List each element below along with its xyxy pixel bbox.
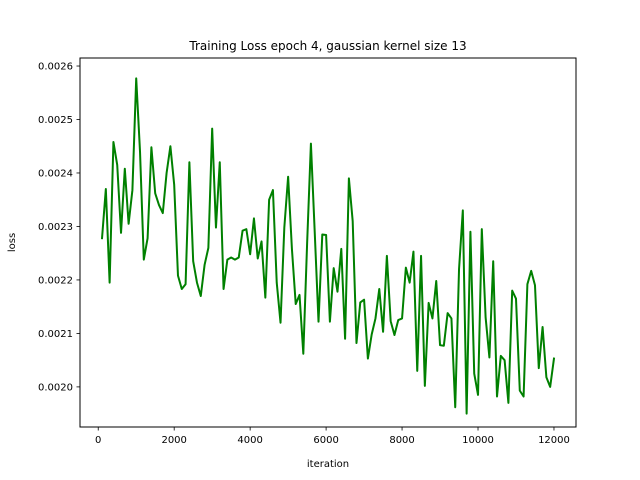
y-axis-label: loss (7, 233, 18, 252)
x-tick-label: 6000 (313, 435, 338, 446)
chart-title: Training Loss epoch 4, gaussian kernel s… (188, 39, 466, 53)
y-tick-label: 0.0022 (38, 275, 73, 286)
y-tick-label: 0.0026 (38, 62, 73, 73)
x-tick-label: 12000 (538, 435, 570, 446)
plot-area (79, 57, 577, 428)
y-tick-label: 0.0023 (38, 222, 73, 233)
x-tick-label: 2000 (161, 435, 186, 446)
x-axis-label: iteration (307, 459, 349, 470)
y-tick-label: 0.0020 (38, 382, 73, 393)
plot-frame (79, 57, 577, 428)
y-tick-label: 0.0025 (38, 115, 73, 126)
x-tick-label: 8000 (389, 435, 414, 446)
y-tick-label: 0.0024 (38, 168, 73, 179)
x-tick-label: 4000 (237, 435, 262, 446)
y-tick-label: 0.0021 (38, 329, 73, 340)
loss-series-line (100, 77, 556, 415)
x-tick-label: 10000 (462, 435, 494, 446)
plot-background (80, 58, 576, 427)
x-axis: 0 2000 4000 6000 8000 10000 12000 (95, 427, 570, 446)
x-tick-label: 0 (95, 435, 101, 446)
y-axis: 0.0020 0.0021 0.0022 0.0023 0.0024 0.0025 0.00… (38, 62, 80, 393)
